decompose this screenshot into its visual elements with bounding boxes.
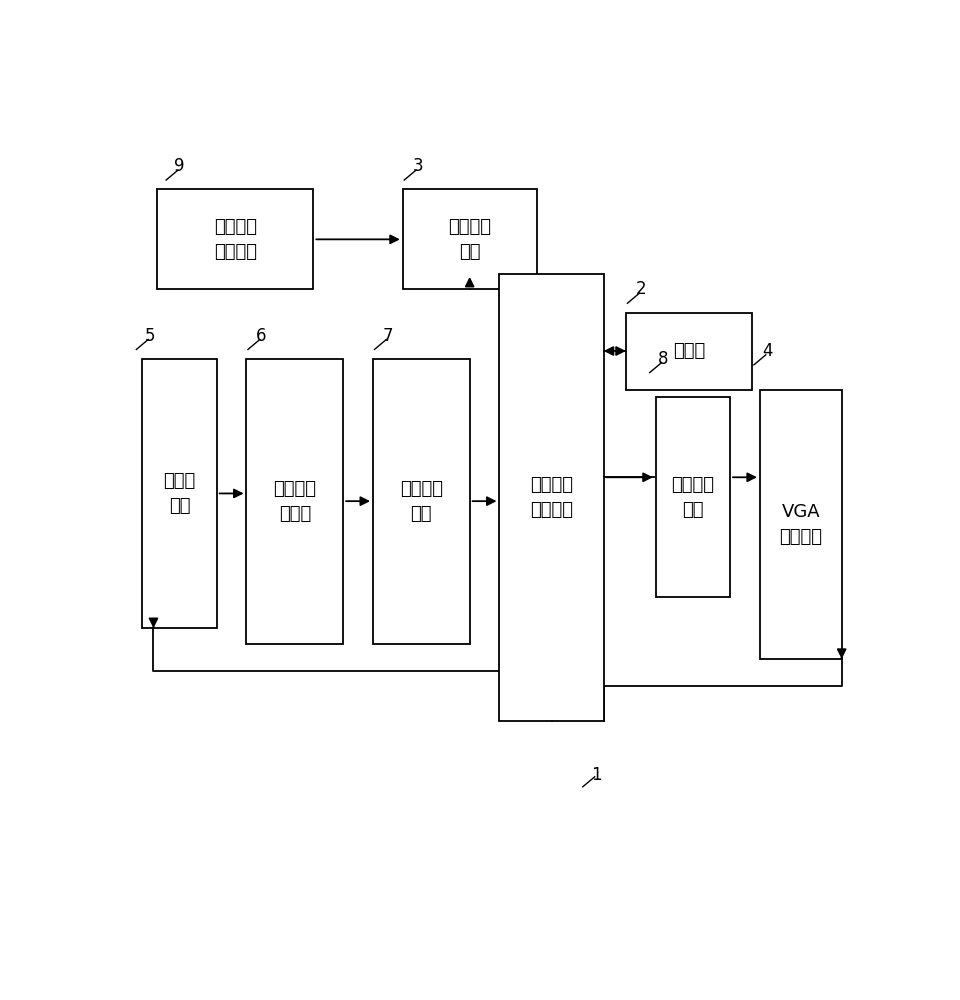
Text: 可充电理
电池模块: 可充电理 电池模块 — [214, 218, 257, 261]
Bar — [372, 359, 469, 644]
Bar — [157, 189, 313, 289]
Text: 8: 8 — [658, 350, 668, 368]
Text: 6: 6 — [256, 327, 267, 345]
Text: 9: 9 — [175, 157, 184, 175]
Bar — [499, 274, 604, 721]
Bar — [760, 389, 842, 659]
Text: 存储器: 存储器 — [673, 342, 706, 360]
Text: 数模转换
模块: 数模转换 模块 — [671, 476, 714, 519]
Text: 7: 7 — [383, 327, 393, 345]
Bar — [626, 312, 753, 389]
Bar — [403, 189, 537, 289]
Text: 1: 1 — [590, 766, 602, 784]
Text: VGA
显示模块: VGA 显示模块 — [780, 503, 823, 546]
Text: 5: 5 — [145, 327, 155, 345]
Text: 3: 3 — [412, 157, 423, 175]
Text: 稳压芯片
模块: 稳压芯片 模块 — [448, 218, 492, 261]
Text: 红外探
测器: 红外探 测器 — [163, 472, 196, 515]
Text: 模数转换
模块: 模数转换 模块 — [399, 480, 443, 523]
Text: 2: 2 — [636, 280, 646, 298]
Text: 数据处理
控制模块: 数据处理 控制模块 — [530, 476, 573, 519]
Bar — [142, 359, 217, 628]
Text: 4: 4 — [762, 342, 773, 360]
Text: 模拟滤波
器模块: 模拟滤波 器模块 — [274, 480, 317, 523]
Bar — [247, 359, 344, 644]
Bar — [656, 397, 730, 597]
